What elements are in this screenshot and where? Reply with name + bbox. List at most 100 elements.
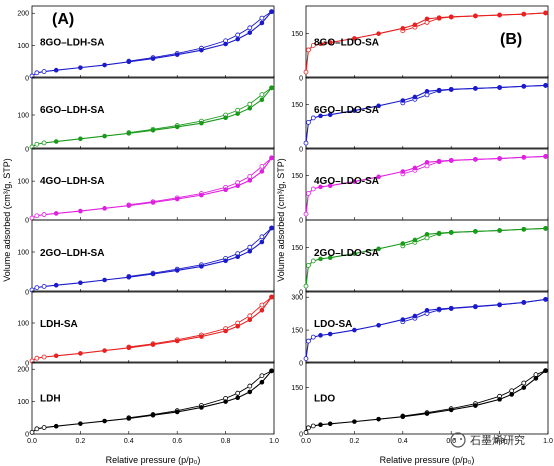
adsorption-point	[473, 229, 478, 234]
subplot: 0 150 2GO–LDO-SA	[291, 219, 549, 297]
adsorption-point	[199, 192, 204, 198]
adsorption-point	[448, 407, 454, 413]
adsorption-point	[310, 334, 316, 340]
adsorption-point	[412, 94, 418, 100]
adsorption-line	[31, 370, 272, 433]
wechat-icon-dot	[454, 438, 456, 440]
adsorption-point	[126, 131, 132, 136]
adsorption-point	[126, 59, 132, 65]
x-tick-label: 0.4	[398, 438, 408, 445]
subplot: 0 100 LDH-SA	[17, 290, 275, 368]
adsorption-point	[247, 30, 253, 35]
desorption-point	[259, 373, 265, 379]
adsorption-point	[318, 422, 323, 428]
adsorption-point	[543, 10, 548, 16]
desorption-point	[247, 25, 253, 31]
adsorption-point	[543, 297, 548, 302]
y-tick-label: 150	[291, 173, 303, 180]
watermark: 石墨烯研究	[450, 432, 525, 448]
y-tick-label: 100	[17, 321, 29, 328]
subplot: 0 100 200 LDH	[17, 361, 275, 439]
adsorption-point	[436, 87, 442, 93]
adsorption-point	[473, 403, 478, 408]
adsorption-point	[424, 160, 430, 165]
adsorption-point	[102, 277, 107, 283]
adsorption-point	[247, 389, 253, 395]
panel-label: (A)	[52, 11, 74, 28]
adsorption-point	[126, 345, 132, 351]
adsorption-point	[543, 226, 548, 231]
adsorption-point	[53, 353, 59, 359]
adsorption-point	[303, 283, 309, 289]
adsorption-point	[259, 97, 265, 102]
adsorption-point	[543, 83, 548, 88]
adsorption-point	[412, 237, 418, 243]
adsorption-point	[259, 379, 265, 385]
adsorption-point	[473, 13, 478, 19]
adsorption-point	[497, 302, 502, 307]
y-tick-label: 100	[17, 399, 29, 406]
adsorption-point	[436, 306, 442, 312]
adsorption-point	[497, 156, 502, 161]
adsorption-point	[223, 399, 228, 404]
adsorption-point	[34, 426, 40, 432]
series-label: LDH-SA	[40, 319, 78, 330]
adsorption-point	[352, 251, 357, 256]
adsorption-point	[376, 246, 381, 252]
adsorption-point	[235, 183, 240, 189]
plot-frame	[31, 290, 275, 364]
adsorption-point	[318, 184, 323, 190]
adsorption-point	[448, 157, 454, 163]
y-tick-label: 200	[17, 11, 29, 18]
y-tick-label: 0	[299, 290, 303, 297]
adsorption-point	[310, 43, 316, 48]
adsorption-point	[78, 421, 83, 426]
panel-label: (B)	[500, 31, 522, 48]
adsorption-point	[376, 416, 381, 422]
adsorption-point	[150, 271, 156, 277]
plot-frame	[31, 76, 275, 150]
adsorption-point	[448, 86, 454, 92]
plot-frame	[305, 5, 549, 79]
adsorption-point	[126, 203, 132, 208]
x-tick-label: 1.0	[269, 438, 279, 445]
adsorption-point	[29, 429, 35, 435]
adsorption-line	[305, 370, 546, 433]
y-axis-label: Volume adsorbed (cm³/g, STP)	[2, 158, 12, 282]
adsorption-point	[521, 385, 527, 390]
adsorption-point	[235, 36, 240, 42]
adsorption-point	[497, 85, 502, 90]
adsorption-point	[34, 213, 40, 219]
y-tick-label: 100	[17, 250, 29, 257]
adsorption-point	[102, 133, 107, 139]
desorption-point	[259, 15, 265, 21]
adsorption-point	[412, 22, 418, 28]
adsorption-point	[306, 47, 311, 53]
adsorption-point	[199, 405, 204, 410]
subplot: 0 150 6GO–LDO-SA	[291, 76, 549, 154]
adsorption-point	[247, 317, 253, 323]
watermark-text: 石墨烯研究	[470, 433, 525, 447]
adsorption-point	[424, 232, 430, 237]
series-label: LDO	[314, 394, 335, 405]
series-label: 8GO–LDH-SA	[40, 38, 104, 49]
adsorption-point	[235, 111, 240, 116]
x-tick-label: 0.4	[124, 438, 134, 445]
plot-frame	[31, 219, 275, 293]
adsorption-point	[247, 178, 253, 183]
adsorption-point	[521, 227, 527, 232]
y-tick-label: 100	[17, 113, 29, 120]
adsorption-point	[412, 165, 418, 171]
adsorption-point	[543, 154, 548, 159]
x-tick-label: 0.6	[172, 438, 182, 445]
panel-a: (A) 0 100 200 8GO–LDH-SA 0 100 6GO–LDH-SA 0 100 4G…	[2, 5, 279, 465]
desorption-point	[509, 388, 515, 394]
subplot: 0 100 2GO–LDH-SA	[17, 219, 275, 297]
adsorption-point	[310, 258, 316, 264]
plot-frame	[305, 76, 549, 150]
adsorption-point	[269, 225, 274, 231]
subplot: 0 100 4GO–LDH-SA	[17, 147, 275, 225]
adsorption-point	[78, 65, 83, 70]
x-tick-label: 0.2	[76, 438, 86, 445]
